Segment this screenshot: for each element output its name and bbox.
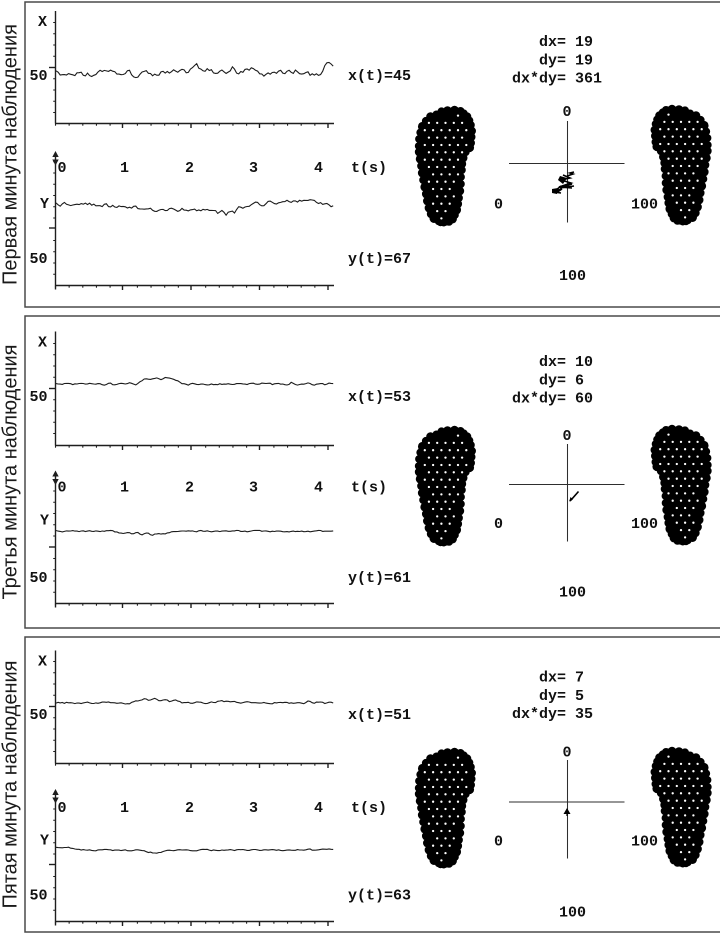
svg-text:1: 1	[120, 480, 129, 497]
svg-text:3: 3	[249, 800, 258, 817]
svg-text:dy= 19: dy= 19	[539, 53, 593, 70]
svg-text:50: 50	[30, 389, 48, 406]
svg-text:100: 100	[559, 585, 586, 602]
svg-text:x(t)=53: x(t)=53	[348, 389, 411, 406]
svg-text:dx*dy= 361: dx*dy= 361	[512, 71, 602, 88]
svg-text:dx= 19: dx= 19	[539, 34, 593, 51]
svg-text:50: 50	[30, 68, 48, 85]
svg-text:1: 1	[120, 160, 129, 177]
svg-text:4: 4	[314, 480, 323, 497]
svg-text:3: 3	[249, 480, 258, 497]
svg-text:0: 0	[494, 197, 503, 214]
svg-text:100: 100	[631, 197, 658, 214]
svg-text:Y: Y	[40, 513, 49, 530]
svg-text:0: 0	[58, 160, 67, 177]
svg-text:X: X	[38, 335, 47, 352]
svg-text:dy= 6: dy= 6	[539, 373, 584, 390]
svg-text:0: 0	[563, 104, 572, 121]
svg-text:dx*dy= 35: dx*dy= 35	[512, 706, 593, 723]
svg-text:0: 0	[58, 480, 67, 497]
svg-text:2: 2	[185, 480, 194, 497]
svg-text:dx= 10: dx= 10	[539, 354, 593, 371]
svg-text:0: 0	[58, 800, 67, 817]
svg-text:100: 100	[559, 268, 586, 285]
svg-text:t(s): t(s)	[351, 480, 387, 497]
svg-text:Y: Y	[40, 833, 49, 850]
svg-text:Y: Y	[40, 196, 49, 213]
svg-text:0: 0	[563, 428, 572, 445]
svg-text:0: 0	[494, 834, 503, 851]
svg-text:2: 2	[185, 800, 194, 817]
svg-text:x(t)=51: x(t)=51	[348, 707, 411, 724]
svg-text:y(t)=63: y(t)=63	[348, 888, 411, 905]
svg-text:X: X	[38, 654, 47, 671]
svg-text:Пятая минута наблюдения: Пятая минута наблюдения	[0, 660, 22, 908]
svg-text:dx*dy= 60: dx*dy= 60	[512, 391, 593, 408]
svg-text:0: 0	[494, 516, 503, 533]
svg-text:Первая минута наблюдения: Первая минута наблюдения	[0, 24, 22, 285]
svg-text:y(t)=61: y(t)=61	[348, 570, 411, 587]
svg-text:50: 50	[30, 251, 48, 268]
svg-text:50: 50	[30, 707, 48, 724]
svg-text:dx= 7: dx= 7	[539, 670, 584, 687]
svg-text:3: 3	[249, 160, 258, 177]
svg-text:100: 100	[631, 834, 658, 851]
svg-text:2: 2	[185, 160, 194, 177]
svg-text:y(t)=67: y(t)=67	[348, 251, 411, 268]
svg-text:4: 4	[314, 160, 323, 177]
svg-text:50: 50	[30, 888, 48, 905]
svg-text:0: 0	[563, 745, 572, 762]
svg-text:t(s): t(s)	[351, 800, 387, 817]
svg-text:x(t)=45: x(t)=45	[348, 68, 411, 85]
svg-text:50: 50	[30, 570, 48, 587]
svg-text:X: X	[38, 14, 47, 31]
svg-text:dy= 5: dy= 5	[539, 688, 584, 705]
svg-text:100: 100	[631, 516, 658, 533]
svg-text:100: 100	[559, 905, 586, 922]
svg-text:t(s): t(s)	[351, 160, 387, 177]
svg-text:4: 4	[314, 800, 323, 817]
svg-text:Третья минута наблюдения: Третья минута наблюдения	[0, 344, 22, 599]
svg-text:1: 1	[120, 800, 129, 817]
